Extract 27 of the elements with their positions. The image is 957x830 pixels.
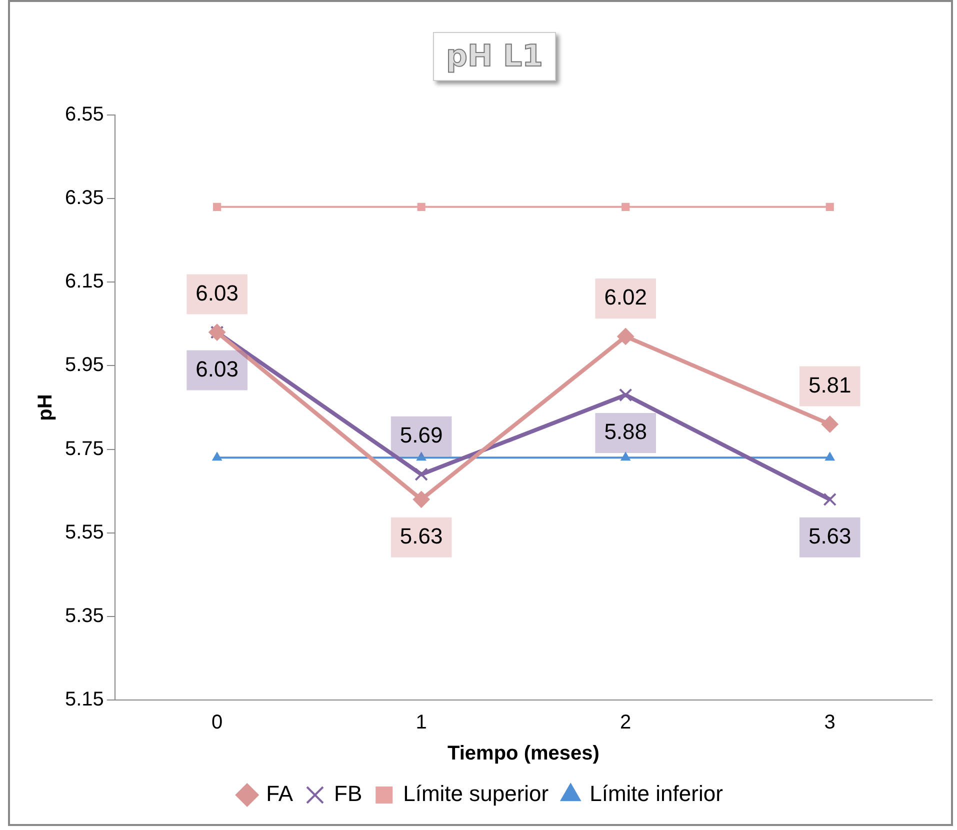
x-tick-label: 0: [212, 712, 223, 734]
x-tick-label: 2: [620, 712, 632, 734]
data-label: 5.88: [604, 419, 648, 444]
y-tick-label: 6.55: [64, 104, 104, 126]
y-tick-label: 5.75: [64, 438, 104, 460]
legend-label: Límite superior: [403, 781, 549, 806]
x-tick-label: 3: [824, 712, 836, 734]
data-label: 5.69: [400, 422, 443, 448]
data-label: 6.03: [196, 280, 238, 306]
data-label: 5.81: [808, 372, 852, 398]
y-tick-label: 5.35: [64, 604, 104, 627]
data-label: 5.63: [808, 523, 852, 548]
y-axis-title: pH: [34, 394, 57, 421]
y-tick-label: 5.15: [64, 688, 104, 711]
data-label: 5.63: [400, 523, 443, 548]
x-axis-title: Tiempo (meses): [448, 742, 600, 765]
chart-title: pH L1: [433, 32, 556, 81]
data-label: 6.03: [196, 356, 238, 382]
y-tick-label: 5.55: [64, 521, 104, 544]
data-label: 6.02: [604, 284, 648, 310]
y-tick-label: 6.15: [64, 270, 104, 293]
legend-label: FA: [266, 781, 294, 806]
x-tick-label: 1: [416, 712, 427, 734]
y-tick-label: 6.35: [64, 187, 104, 210]
legend-label: FB: [334, 781, 362, 806]
y-tick-label: 5.95: [64, 354, 104, 376]
legend-label: Límite inferior: [590, 781, 723, 806]
